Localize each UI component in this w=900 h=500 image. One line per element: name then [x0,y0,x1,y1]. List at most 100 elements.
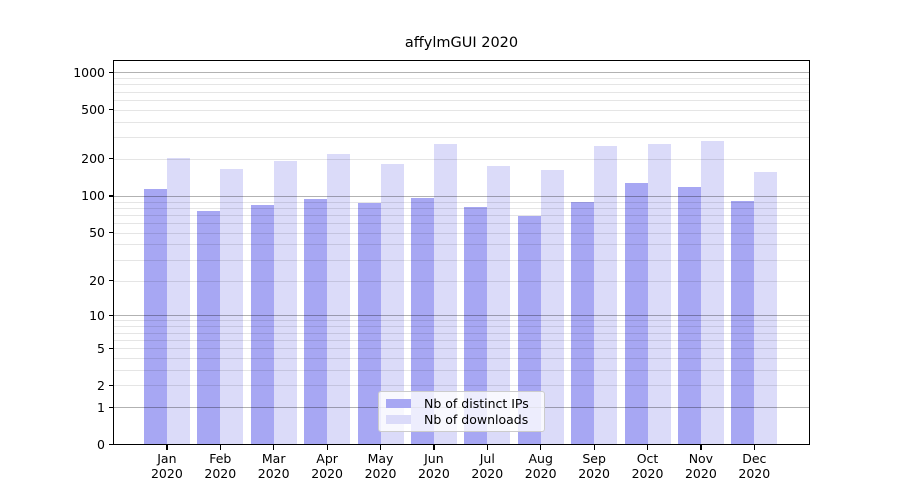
gridline-minor [114,320,809,322]
y-tick-label: 0 [97,437,105,452]
y-tick-label: 1 [97,399,105,415]
bar-downloads-jun [433,144,457,445]
y-tick [108,406,113,408]
legend-item-distinct-ips: Nb of distinct IPs [386,396,538,411]
y-tick-label: 20 [89,273,105,288]
x-tick-label: Jan 2020 [150,451,183,481]
x-tick [753,445,755,450]
gridline-minor [114,223,809,224]
bar-distinct-ips-may [357,203,381,445]
legend: Nb of distinct IPs Nb of downloads [378,391,545,432]
legend-swatch-downloads-icon [386,415,411,425]
gridline-major [114,195,809,197]
y-tick [108,195,113,197]
y-tick [108,158,113,160]
y-tick [108,314,113,316]
x-tick-label: Jul 2020 [471,451,504,481]
gridline-minor [114,109,809,111]
x-tick-label: Mar 2020 [257,451,290,481]
gridline-minor [114,357,809,359]
bar-downloads-dec [754,172,778,445]
legend-label-distinct-ips: Nb of distinct IPs [424,395,529,411]
x-tick [326,445,328,450]
x-tick-label: Dec 2020 [738,451,771,481]
bar-downloads-jan [166,158,190,445]
gridline-minor [114,84,809,86]
gridline-minor [114,137,809,138]
chart-title: affylmGUI 2020 [404,35,519,51]
x-tick [219,445,221,450]
gridline-minor [114,385,809,387]
bar-distinct-ips-aug [517,216,541,445]
bar-downloads-may [380,164,404,445]
y-tick-label: 5 [97,340,105,356]
gridline-minor [114,99,809,101]
bar-distinct-ips-jul [464,207,488,445]
gridline-minor [114,369,809,371]
bar-downloads-aug [540,170,564,445]
gridline-major [114,72,809,74]
x-tick [166,445,168,450]
x-tick-label: Oct 2020 [631,451,664,481]
bar-downloads-sep [594,145,618,445]
bar-distinct-ips-jan [143,188,167,445]
x-tick [273,445,275,450]
y-tick-label: 10 [89,307,105,323]
legend-label-downloads: Nb of downloads [424,412,529,428]
x-tick-label: Nov 2020 [684,451,717,481]
y-tick-label: 1000 [73,64,105,80]
bar-distinct-ips-apr [304,198,328,445]
bar-downloads-jul [487,165,511,445]
gridline-minor [114,339,809,341]
x-tick [380,445,382,450]
bar-downloads-nov [700,141,724,445]
gridline-minor [114,280,809,282]
y-tick-label: 100 [81,188,105,204]
gridline-minor [114,214,809,216]
bar-distinct-ips-dec [731,200,755,445]
gridline-major [114,315,809,317]
y-tick-label: 2 [97,377,105,393]
legend-swatch-distinct-ips-icon [386,398,411,408]
bar-distinct-ips-mar [250,204,274,445]
bar-distinct-ips-oct [624,182,648,445]
gridline-minor [114,91,809,93]
bar-distinct-ips-feb [197,210,221,445]
x-tick [486,445,488,450]
y-tick [108,71,113,73]
gridline-minor [114,201,809,203]
gridline-minor [114,348,809,349]
gridline-minor [114,332,809,334]
x-tick-label: Sep 2020 [578,451,610,481]
y-tick [108,280,113,282]
x-tick-label: Jun 2020 [417,451,450,481]
y-tick-label: 50 [89,225,105,241]
x-tick [593,445,595,450]
gridline-minor [114,78,809,79]
gridline-minor [114,244,809,246]
x-tick [700,445,702,450]
gridline-minor [114,121,809,123]
gridline-minor [114,326,809,328]
bar-distinct-ips-jun [410,198,434,445]
x-tick-label: Feb 2020 [204,451,237,481]
x-tick-label: Apr 2020 [311,451,343,481]
bar-distinct-ips-nov [677,186,701,445]
bar-downloads-mar [273,161,297,445]
y-tick [108,109,113,111]
gridline-minor [114,207,809,209]
x-tick [647,445,649,450]
bar-downloads-oct [647,143,671,445]
x-tick [540,445,542,450]
y-tick [108,232,113,234]
y-tick-label: 500 [81,102,105,118]
bar-downloads-feb [220,169,244,445]
y-tick [108,444,113,446]
x-tick-label: Aug 2020 [524,451,557,481]
y-tick [108,347,113,349]
gridline-minor [114,232,809,234]
